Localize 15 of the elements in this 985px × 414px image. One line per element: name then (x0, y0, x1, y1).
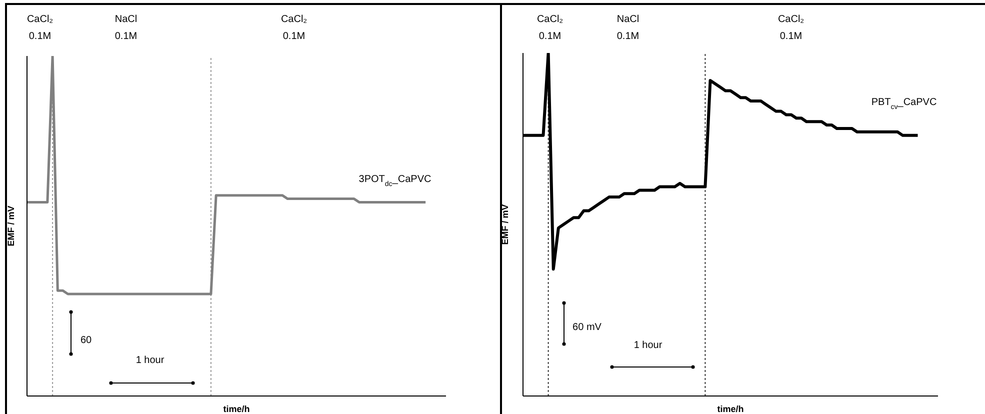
text: CaCl₂ 0.1M (26, 14, 54, 42)
y-axis-title: EMF / mV (6, 206, 16, 246)
annotation: 1 hour (634, 340, 663, 351)
text: CaCl₂ 0.1M (536, 14, 564, 42)
annotation: 1 hour (136, 355, 165, 366)
text: NaCl 0.1M (114, 14, 138, 42)
text: CaCl₂ 0.1M (778, 14, 804, 42)
x-axis-title: time/h (717, 404, 744, 414)
text: NaCl 0.1M (616, 14, 640, 42)
annotation: 60 mV (572, 322, 602, 333)
text: CaCl₂ 0.1M (280, 14, 308, 42)
x-axis-title: time/h (223, 404, 250, 414)
annotation: 60 (80, 335, 92, 346)
series-label: 3POT$_{dc}$_CaPVC (358, 174, 432, 188)
text: PBT$_{cv}$_CaPVC (871, 97, 937, 110)
